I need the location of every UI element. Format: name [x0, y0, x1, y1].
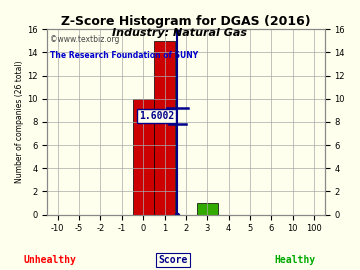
Text: Score: Score: [158, 255, 188, 265]
Text: Industry: Natural Gas: Industry: Natural Gas: [112, 28, 248, 38]
Title: Z-Score Histogram for DGAS (2016): Z-Score Histogram for DGAS (2016): [61, 15, 311, 28]
Text: 1.6002: 1.6002: [139, 111, 174, 121]
Text: The Research Foundation of SUNY: The Research Foundation of SUNY: [50, 51, 198, 60]
Y-axis label: Number of companies (26 total): Number of companies (26 total): [15, 60, 24, 183]
Bar: [154, 41, 175, 215]
Text: Healthy: Healthy: [275, 255, 316, 265]
Text: ©www.textbiz.org: ©www.textbiz.org: [50, 35, 119, 44]
Bar: [197, 203, 218, 215]
Text: Unhealthy: Unhealthy: [24, 255, 77, 265]
Bar: [132, 99, 154, 215]
